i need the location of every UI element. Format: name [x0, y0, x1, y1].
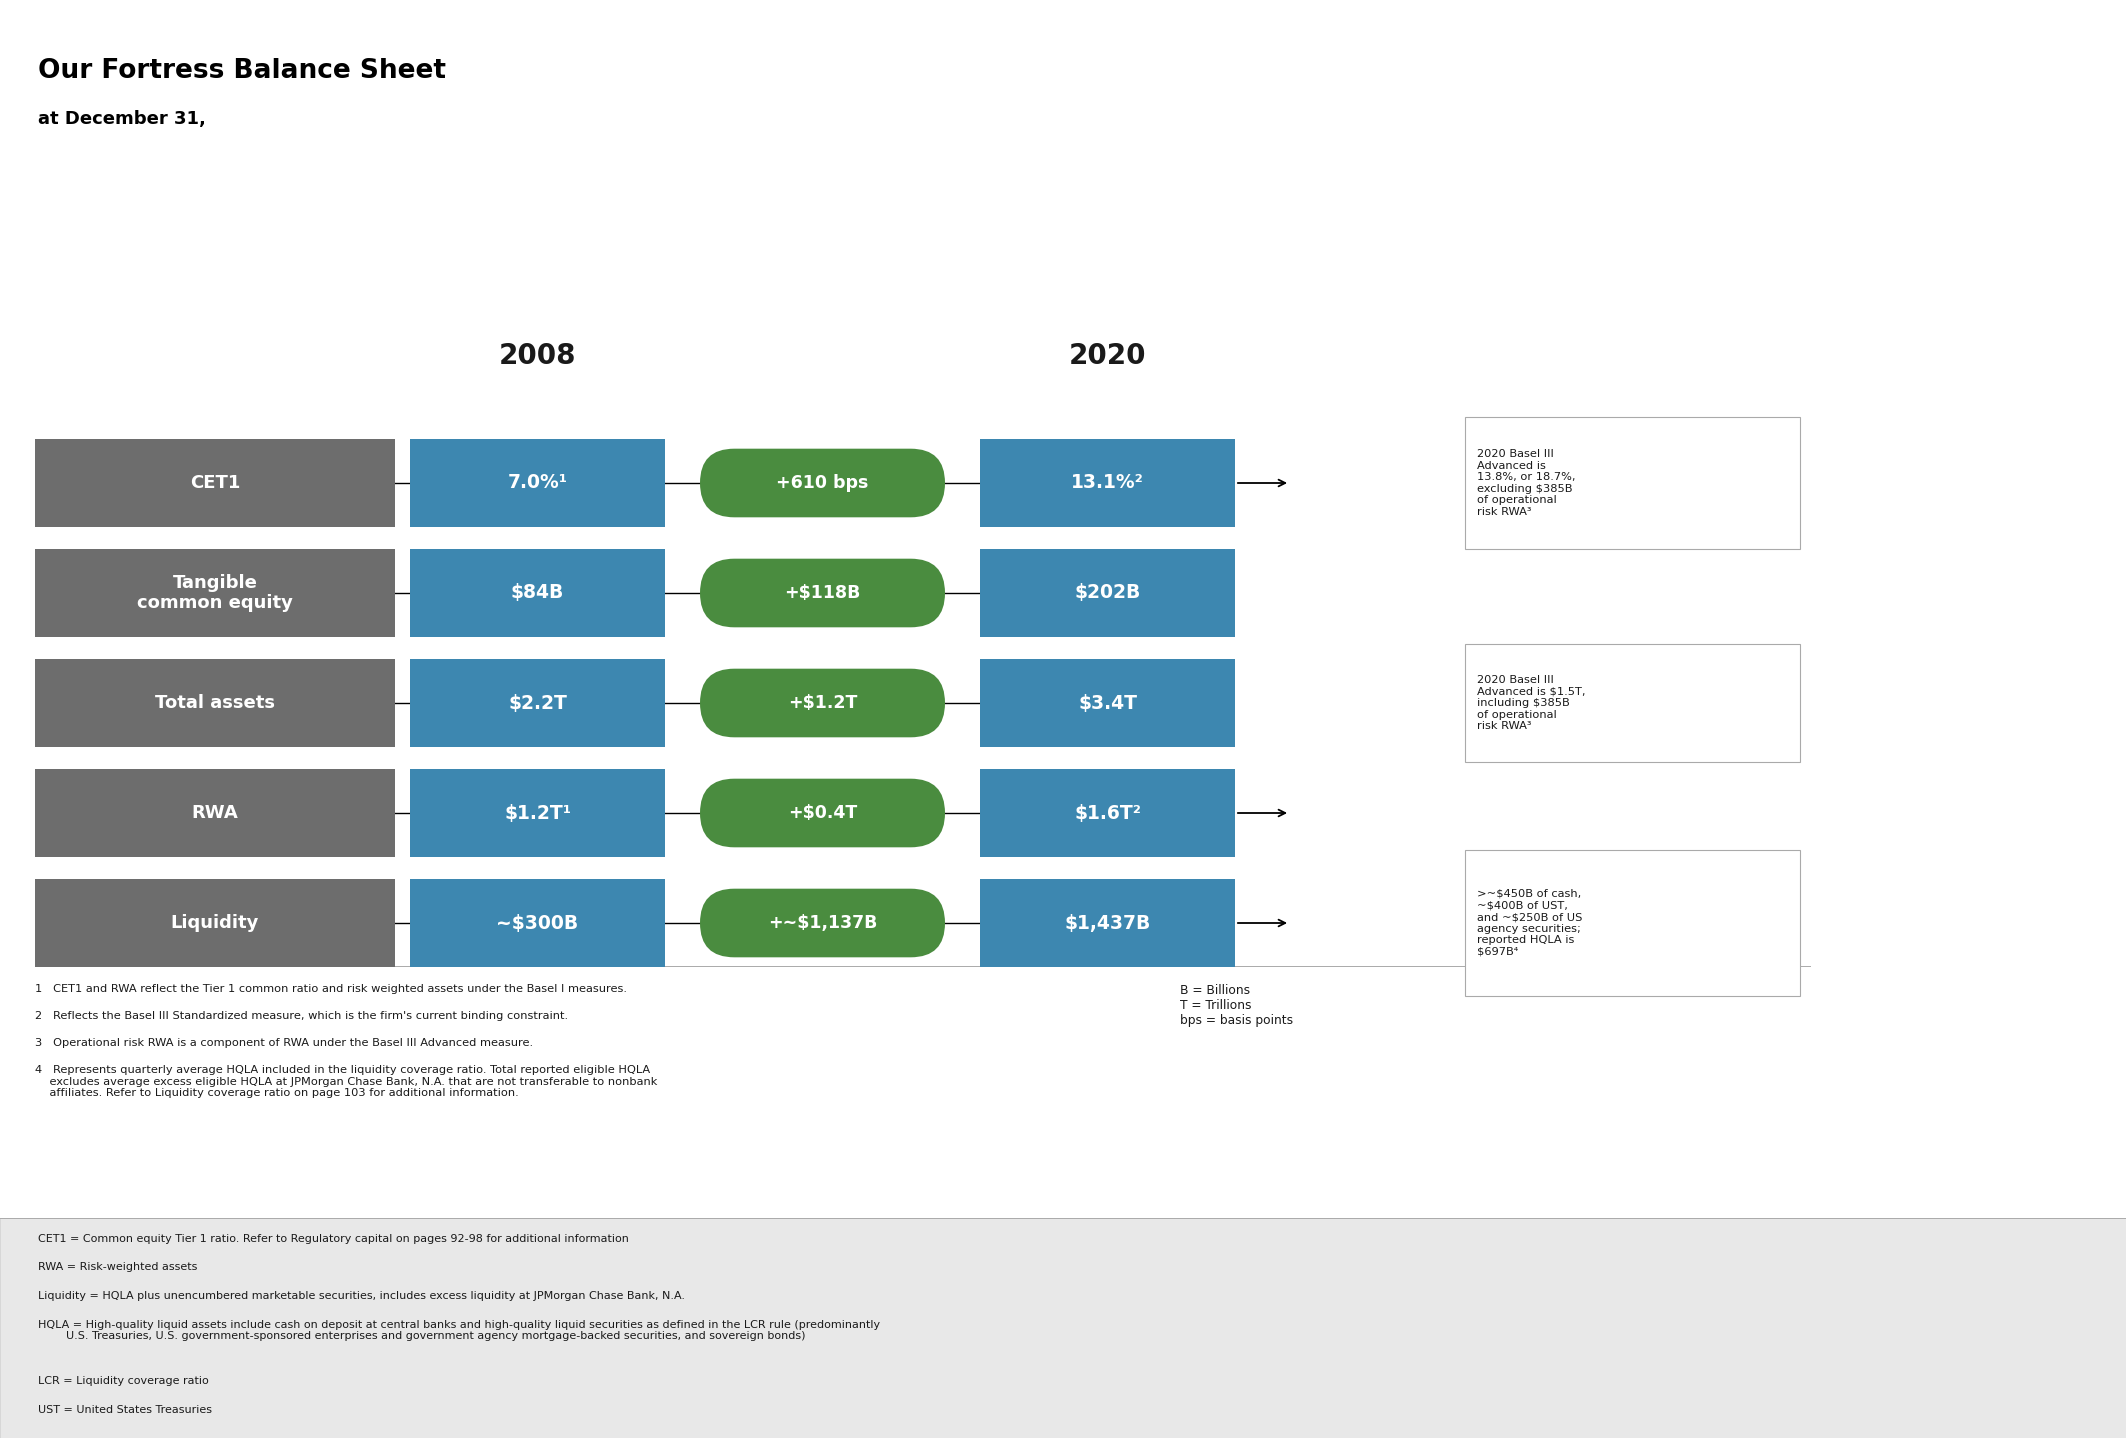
Text: B = Billions
T = Trillions
bps = basis points: B = Billions T = Trillions bps = basis p… [1180, 984, 1293, 1027]
FancyBboxPatch shape [699, 669, 944, 738]
Text: 2020 Basel III
Advanced is
13.8%, or 18.7%,
excluding $385B
of operational
risk : 2020 Basel III Advanced is 13.8%, or 18.… [1478, 449, 1575, 518]
FancyBboxPatch shape [980, 879, 1235, 966]
Text: CET1: CET1 [189, 475, 240, 492]
FancyBboxPatch shape [34, 769, 395, 857]
Text: +610 bps: +610 bps [776, 475, 870, 492]
Text: 7.0%¹: 7.0%¹ [508, 473, 568, 492]
Text: Liquidity = HQLA plus unencumbered marketable securities, includes excess liquid: Liquidity = HQLA plus unencumbered marke… [38, 1291, 685, 1301]
Text: RWA: RWA [191, 804, 238, 823]
Text: Tangible
common equity: Tangible common equity [136, 574, 293, 613]
Text: +$0.4T: +$0.4T [789, 804, 857, 823]
Text: 13.1%²: 13.1%² [1072, 473, 1144, 492]
FancyBboxPatch shape [410, 659, 665, 746]
Text: Total assets: Total assets [155, 695, 274, 712]
FancyBboxPatch shape [699, 449, 944, 518]
FancyBboxPatch shape [980, 439, 1235, 526]
Text: $3.4T: $3.4T [1078, 693, 1137, 712]
Text: ~$300B: ~$300B [495, 913, 578, 932]
Text: Liquidity: Liquidity [170, 915, 259, 932]
FancyBboxPatch shape [34, 879, 395, 966]
FancyBboxPatch shape [699, 559, 944, 627]
Text: CET1 = Common equity Tier 1 ratio. Refer to Regulatory capital on pages 92-98 fo: CET1 = Common equity Tier 1 ratio. Refer… [38, 1234, 629, 1244]
FancyBboxPatch shape [34, 659, 395, 746]
FancyBboxPatch shape [410, 439, 665, 526]
Text: $1,437B: $1,437B [1065, 913, 1150, 932]
FancyBboxPatch shape [1465, 644, 1801, 762]
Text: RWA = Risk-weighted assets: RWA = Risk-weighted assets [38, 1263, 198, 1273]
FancyBboxPatch shape [410, 769, 665, 857]
Text: $84B: $84B [510, 584, 563, 603]
Text: HQLA = High-quality liquid assets include cash on deposit at central banks and h: HQLA = High-quality liquid assets includ… [38, 1320, 880, 1342]
Text: 4   Represents quarterly average HQLA included in the liquidity coverage ratio. : 4 Represents quarterly average HQLA incl… [34, 1066, 657, 1099]
Text: $1.2T¹: $1.2T¹ [504, 804, 572, 823]
FancyBboxPatch shape [699, 889, 944, 958]
Text: 2008: 2008 [500, 342, 576, 370]
Text: +$1.2T: +$1.2T [789, 695, 857, 712]
Text: at December 31,: at December 31, [38, 109, 206, 128]
FancyBboxPatch shape [980, 659, 1235, 746]
Text: $2.2T: $2.2T [508, 693, 568, 712]
Text: +~$1,137B: +~$1,137B [767, 915, 878, 932]
FancyBboxPatch shape [410, 549, 665, 637]
Text: 3   Operational risk RWA is a component of RWA under the Basel III Advanced meas: 3 Operational risk RWA is a component of… [34, 1038, 534, 1048]
FancyBboxPatch shape [34, 549, 395, 637]
Bar [0, 1218, 2126, 1438]
FancyBboxPatch shape [699, 779, 944, 847]
Text: 2020 Basel III
Advanced is $1.5T,
including $385B
of operational
risk RWA³: 2020 Basel III Advanced is $1.5T, includ… [1478, 674, 1586, 731]
FancyBboxPatch shape [34, 439, 395, 526]
Text: 2020: 2020 [1069, 342, 1146, 370]
Text: UST = United States Treasuries: UST = United States Treasuries [38, 1405, 213, 1415]
FancyBboxPatch shape [980, 549, 1235, 637]
FancyBboxPatch shape [1465, 850, 1801, 995]
Text: Our Fortress Balance Sheet: Our Fortress Balance Sheet [38, 58, 446, 83]
Text: 2   Reflects the Basel III Standardized measure, which is the firm's current bin: 2 Reflects the Basel III Standardized me… [34, 1011, 568, 1021]
FancyBboxPatch shape [410, 879, 665, 966]
Text: >~$450B of cash,
~$400B of UST,
and ~$250B of US
agency securities;
reported HQL: >~$450B of cash, ~$400B of UST, and ~$25… [1478, 889, 1582, 958]
Text: $1.6T²: $1.6T² [1074, 804, 1142, 823]
FancyBboxPatch shape [980, 769, 1235, 857]
Text: LCR = Liquidity coverage ratio: LCR = Liquidity coverage ratio [38, 1376, 208, 1386]
FancyBboxPatch shape [1465, 417, 1801, 549]
Text: $202B: $202B [1074, 584, 1142, 603]
Text: 1   CET1 and RWA reflect the Tier 1 common ratio and risk weighted assets under : 1 CET1 and RWA reflect the Tier 1 common… [34, 984, 627, 994]
Text: +$118B: +$118B [784, 584, 861, 603]
